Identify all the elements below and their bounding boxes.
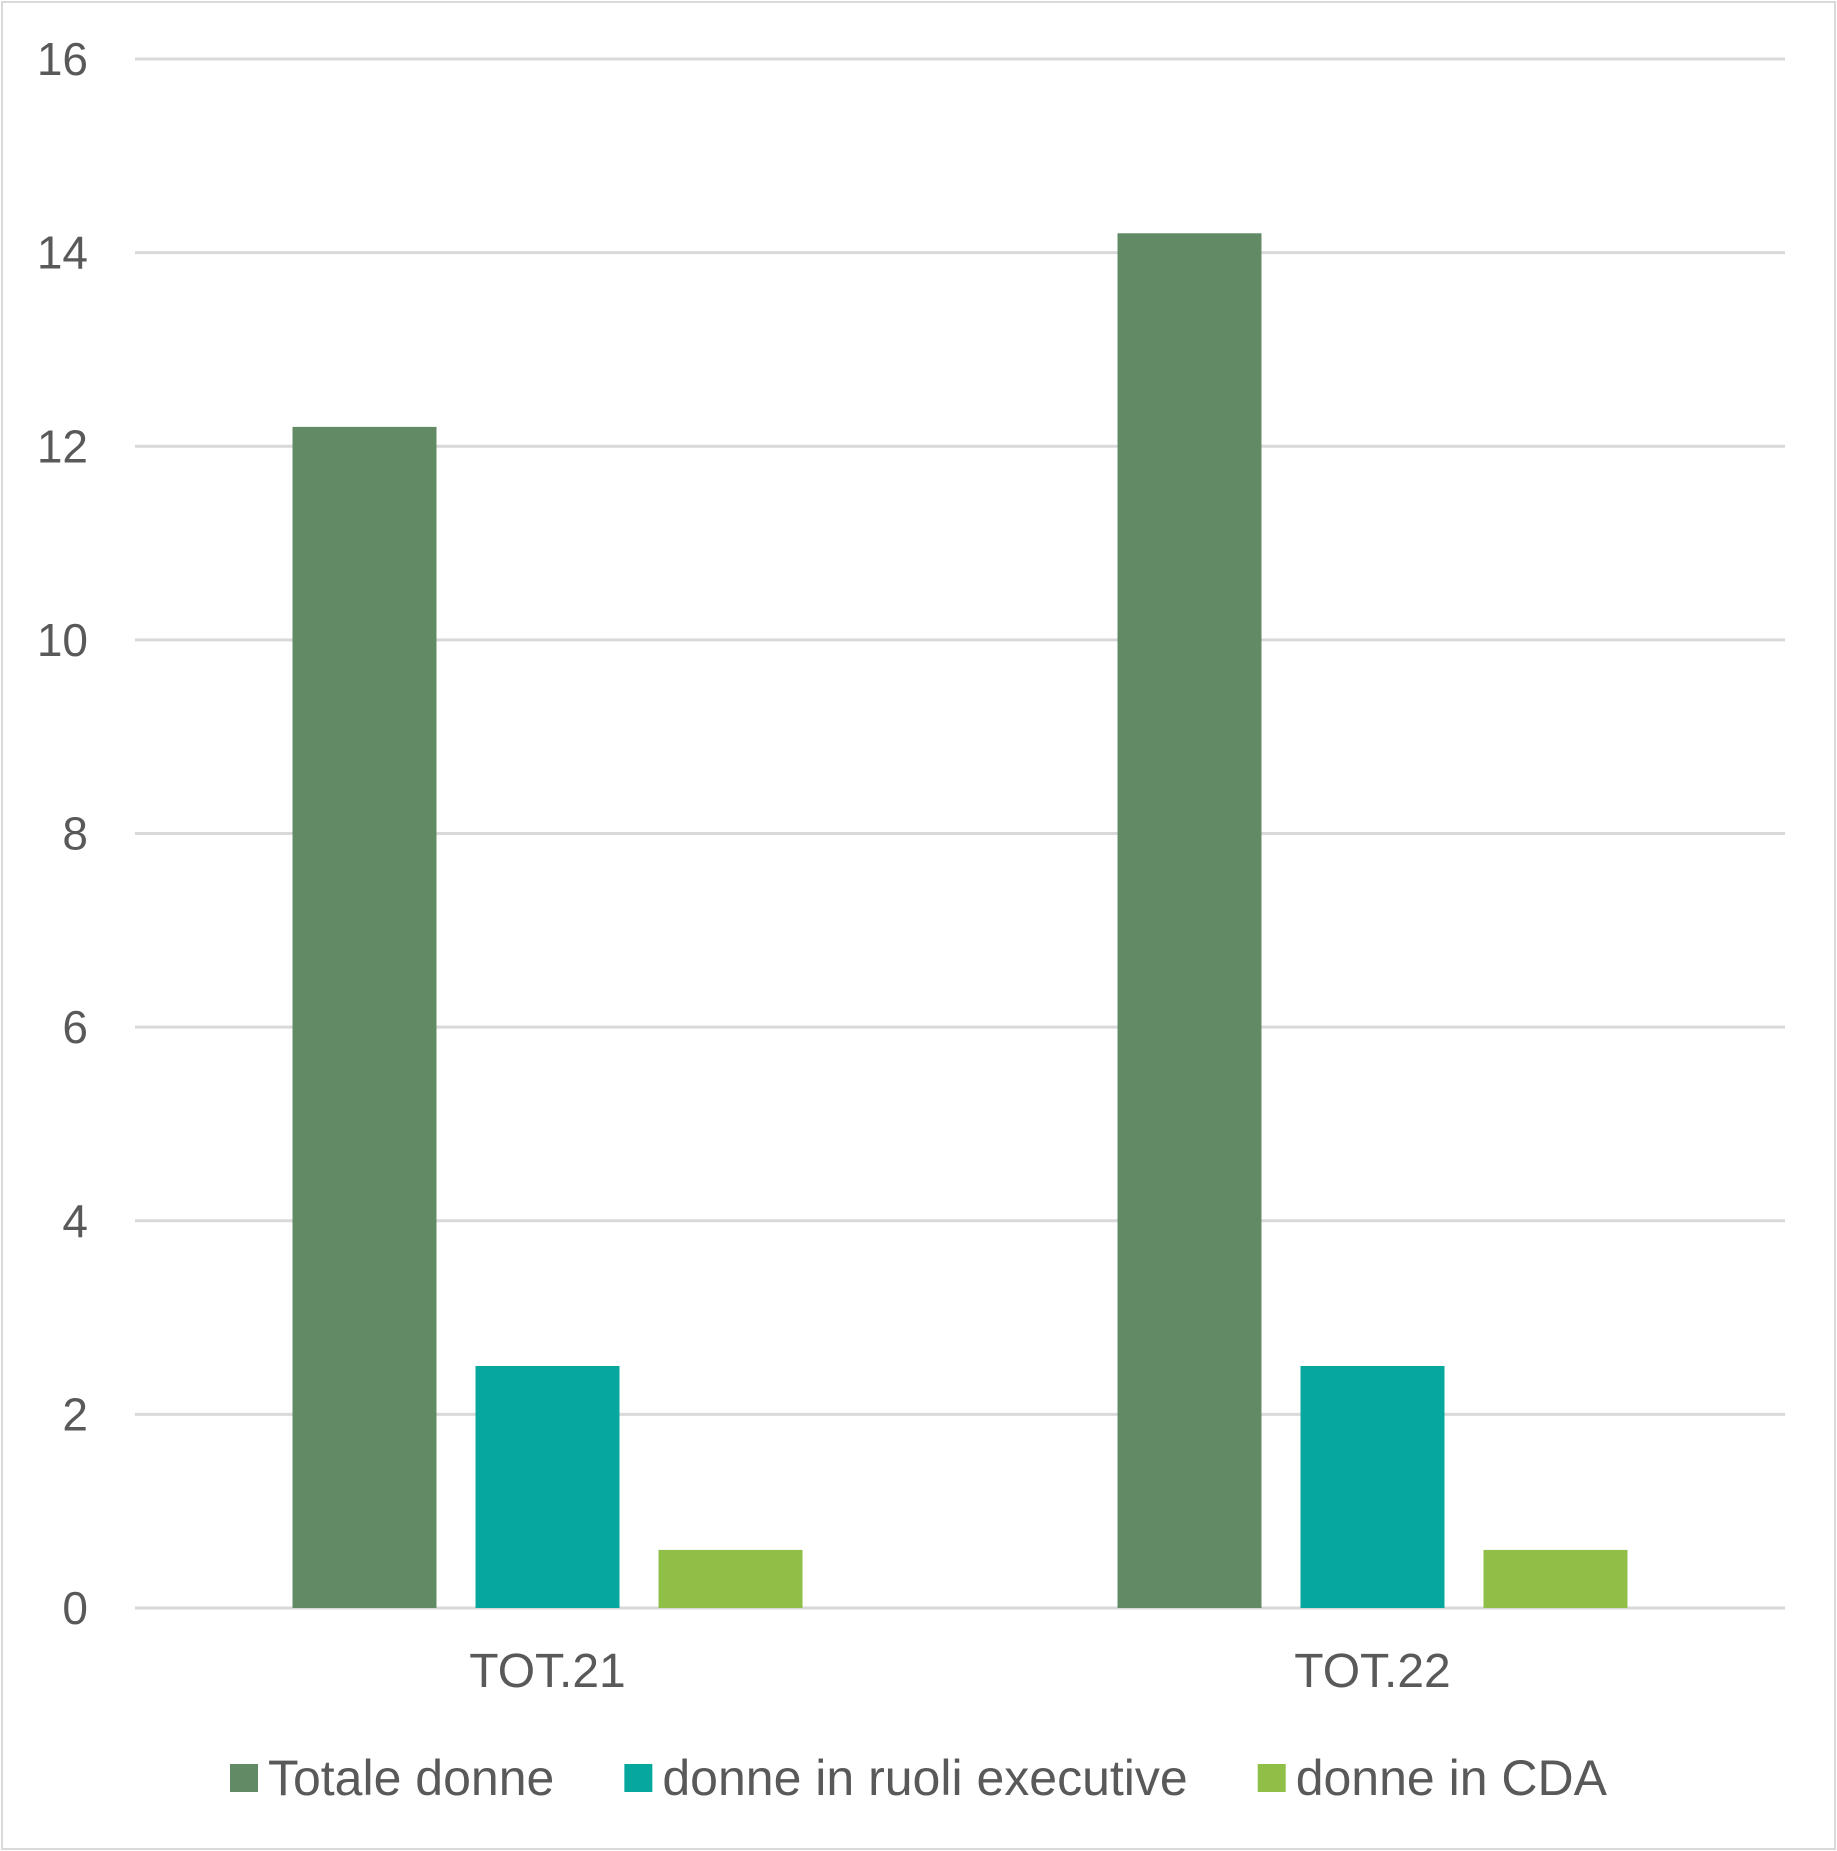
legend-swatch — [229, 1764, 258, 1792]
bar-chart: 0 2 4 6 8 10 12 14 16 TOT.21 TOT.22 Totale donne d… — [37, 33, 1785, 1806]
y-tick-label: 12 — [37, 420, 88, 472]
bar-2-0 — [658, 1549, 803, 1608]
legend: Totale donne donne in ruoli executive donn… — [229, 1750, 1608, 1806]
legend-swatch — [624, 1764, 653, 1792]
y-tick-label: 6 — [62, 1001, 88, 1053]
y-tick-label: 8 — [62, 808, 88, 860]
bar-1-0 — [475, 1365, 620, 1608]
legend-label: donne in ruoli executive — [662, 1750, 1187, 1806]
y-tick-label: 14 — [37, 227, 88, 279]
legend-label: Totale donne — [268, 1750, 554, 1806]
bar-0-0 — [292, 426, 437, 1609]
y-tick-label: 4 — [62, 1195, 88, 1247]
y-tick-label: 2 — [62, 1388, 88, 1440]
legend-swatch — [1257, 1764, 1286, 1792]
x-category-label: TOT.22 — [1294, 1645, 1451, 1698]
y-axis-ticks: 0 2 4 6 8 10 12 14 16 — [37, 33, 88, 1634]
y-tick-label: 16 — [37, 33, 88, 85]
bars — [292, 233, 1628, 1609]
bar-0-1 — [1117, 233, 1262, 1609]
y-tick-label: 10 — [37, 614, 88, 666]
y-tick-label: 0 — [62, 1582, 88, 1634]
bar-2-1 — [1483, 1549, 1628, 1608]
x-axis-categories: TOT.21 TOT.22 — [469, 1645, 1451, 1698]
bar-1-1 — [1300, 1365, 1445, 1608]
x-category-label: TOT.21 — [469, 1645, 626, 1698]
legend-label: donne in CDA — [1296, 1750, 1608, 1806]
